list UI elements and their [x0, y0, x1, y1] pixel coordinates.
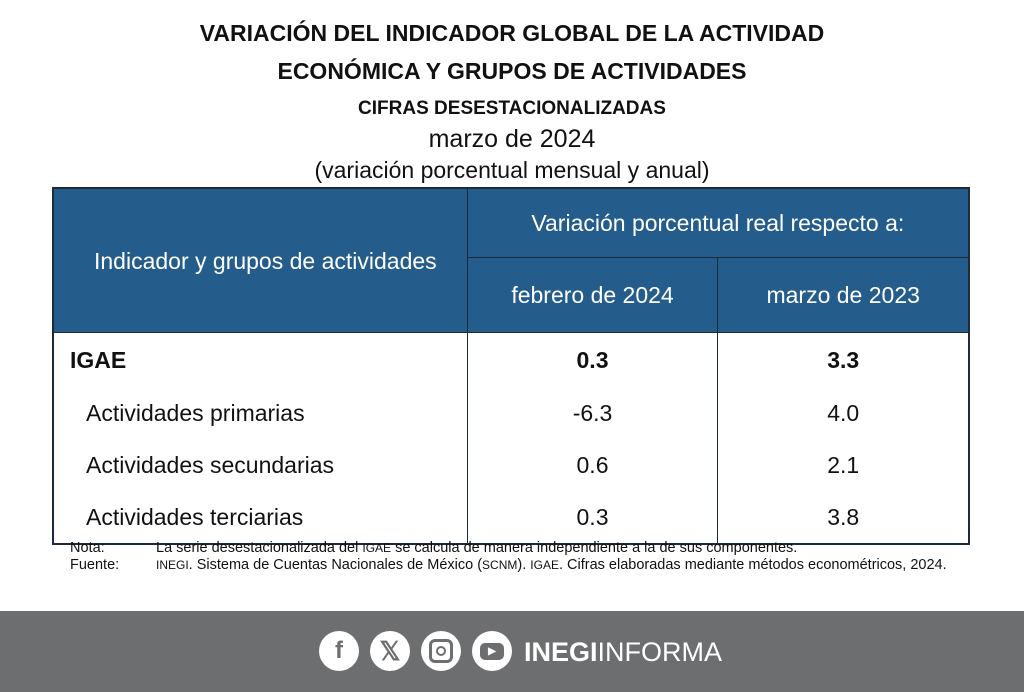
header-annual: marzo de 2023	[717, 257, 970, 333]
row-label: Actividades primarias	[52, 387, 468, 439]
row-annual: 3.8	[717, 491, 969, 544]
row-label: Actividades secundarias	[52, 439, 468, 491]
nota-label: Nota:	[70, 540, 105, 556]
table-row: Actividades secundarias 0.6 2.1	[52, 439, 969, 491]
nota-text: La serie desestacionalizada del IGAE se …	[156, 540, 798, 556]
subtitle: (variación porcentual mensual y anual)	[314, 157, 710, 183]
table-row: Actividades terciarias 0.3 3.8	[52, 491, 969, 544]
fuente-text: INEGI. Sistema de Cuentas Nacionales de …	[156, 557, 947, 573]
header-monthly: febrero de 2024	[466, 257, 719, 333]
youtube-icon[interactable]: ▶	[472, 631, 512, 671]
row-monthly: 0.3	[466, 491, 718, 544]
header-group: Variación porcentual real respecto a:	[466, 187, 970, 258]
row-label: IGAE	[52, 332, 468, 387]
fuente-label: Fuente:	[70, 557, 120, 573]
table-row: IGAE 0.3 3.3	[52, 332, 969, 387]
igae-table: Indicador y grupos de actividades Variac…	[52, 187, 970, 545]
title-line-2: ECONÓMICA Y GRUPOS DE ACTIVIDADES	[277, 58, 747, 84]
row-monthly: -6.3	[466, 387, 718, 439]
title-line-1: VARIACIÓN DEL INDICADOR GLOBAL DE LA ACT…	[199, 20, 825, 46]
header-indicator: Indicador y grupos de actividades	[52, 187, 468, 333]
x-icon[interactable]: 𝕏	[370, 631, 410, 671]
title-line-3: CIFRAS DESESTACIONALIZADAS	[358, 98, 666, 119]
row-label: Actividades terciarias	[52, 491, 468, 544]
facebook-icon[interactable]: f	[319, 631, 359, 671]
row-monthly: 0.6	[466, 439, 718, 491]
instagram-icon[interactable]	[421, 631, 461, 671]
footer-bar: f 𝕏 ▶ INEGIINFORMA	[0, 611, 1024, 692]
row-annual: 3.3	[717, 332, 969, 387]
row-annual: 2.1	[717, 439, 969, 491]
table-row: Actividades primarias -6.3 4.0	[52, 387, 969, 439]
inegi-informa-logo: INEGIINFORMA	[524, 637, 723, 667]
period: marzo de 2024	[428, 125, 596, 153]
row-monthly: 0.3	[466, 332, 718, 387]
row-annual: 4.0	[717, 387, 969, 439]
